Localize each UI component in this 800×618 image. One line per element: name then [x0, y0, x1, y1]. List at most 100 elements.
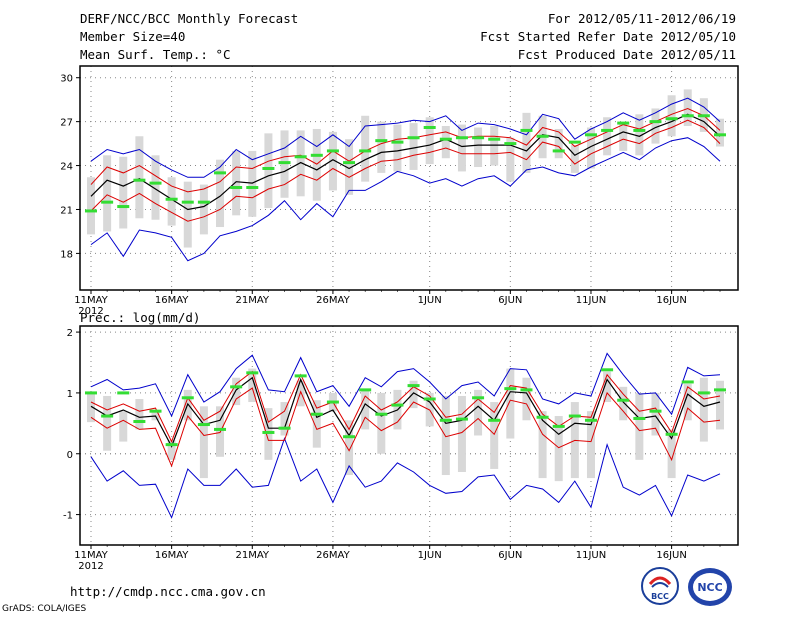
obs-marker: [197, 200, 210, 204]
obs-marker: [665, 117, 678, 121]
spread-bar: [716, 118, 724, 147]
spread-bar: [151, 409, 160, 421]
p25-line: [90, 119, 721, 222]
spread-bar: [167, 440, 176, 460]
spread-bar: [312, 400, 321, 448]
obs-marker: [85, 209, 97, 213]
obs-marker: [520, 388, 533, 392]
x-tick-label: 26MAY: [316, 550, 350, 561]
x-tick-label: 6JUN: [498, 295, 522, 306]
spread-bar: [87, 177, 95, 235]
spread-bar: [312, 128, 321, 201]
obs-marker: [391, 403, 404, 407]
max-line: [90, 352, 721, 418]
spread-bar: [103, 395, 112, 451]
x-tick-label: 1JUN: [418, 295, 442, 306]
obs-marker: [617, 121, 630, 125]
obs-marker: [375, 139, 388, 143]
spread-bar: [538, 411, 547, 479]
spread-bar: [554, 128, 563, 159]
obs-marker: [262, 166, 275, 170]
p75-line: [90, 107, 721, 193]
obs-marker: [601, 368, 614, 372]
obs-marker: [343, 161, 356, 165]
obs-marker: [552, 149, 565, 153]
obs-marker: [488, 137, 501, 141]
spread-bar: [296, 130, 305, 197]
x-tick-label: 16JUN: [656, 550, 686, 561]
plot-frame: [79, 65, 739, 291]
spread-bar: [409, 123, 418, 170]
spread-bar: [296, 380, 305, 407]
spread-bar: [651, 108, 660, 144]
spread-bar: [361, 115, 370, 182]
obs-marker: [149, 181, 162, 185]
obs-marker: [617, 398, 630, 402]
obs-marker: [133, 420, 146, 424]
obs-marker: [246, 371, 259, 375]
obs-marker: [633, 416, 646, 420]
obs-marker: [294, 155, 307, 159]
obs-marker: [552, 424, 565, 428]
min-line: [90, 137, 721, 262]
source-url[interactable]: http://cmdp.ncc.cma.gov.cn: [70, 584, 266, 599]
spread-bar: [280, 402, 289, 436]
obs-marker: [294, 374, 307, 378]
y-tick-label: 0: [67, 450, 73, 461]
spread-bar: [603, 371, 612, 403]
x-tick-label: 1JUN: [418, 550, 442, 561]
obs-marker: [391, 140, 404, 144]
y-tick-label: 21: [60, 205, 73, 216]
y-tick-label: 24: [60, 162, 73, 173]
obs-marker: [149, 409, 162, 413]
x-tick-label: 21MAY: [236, 550, 270, 561]
obs-marker: [439, 418, 452, 422]
spread-bar: [328, 131, 337, 191]
spread-bar: [490, 402, 499, 469]
obs-marker: [665, 432, 678, 436]
spread-bar: [441, 126, 450, 159]
spread-bar: [119, 156, 128, 229]
spread-bar: [232, 377, 241, 406]
obs-marker: [326, 400, 339, 404]
spread-bar: [103, 155, 112, 232]
variable-label: Mean Surf. Temp.: °C: [80, 47, 231, 62]
spread-bar: [216, 159, 225, 228]
max-line: [90, 97, 721, 178]
spread-bar: [699, 377, 708, 442]
obs-marker: [262, 430, 275, 434]
x-tick-label: 11MAY: [74, 550, 108, 561]
obs-marker: [697, 114, 710, 118]
obs-marker: [439, 137, 452, 141]
obs-marker: [375, 412, 388, 416]
obs-marker: [197, 423, 210, 427]
spread-bar: [635, 392, 644, 460]
obs-marker: [584, 133, 597, 137]
obs-marker: [101, 200, 114, 204]
spread-bar: [554, 416, 563, 482]
ncc-logo: NCC: [686, 566, 734, 608]
obs-marker: [278, 161, 291, 165]
spread-bar: [586, 127, 595, 169]
obs-marker: [85, 391, 97, 395]
spread-bar: [409, 380, 418, 409]
obs-marker: [407, 384, 420, 388]
spread-bar: [441, 395, 450, 476]
obs-marker: [423, 125, 436, 129]
obs-marker: [536, 134, 549, 138]
obs-marker: [343, 435, 356, 439]
spread-bar: [377, 392, 386, 454]
obs-marker: [310, 412, 323, 416]
spread-bar: [490, 126, 499, 166]
y-tick-label: 27: [60, 118, 73, 129]
obs-marker: [214, 427, 227, 431]
spread-bar: [683, 89, 692, 127]
spread-bar: [586, 411, 595, 479]
spread-bar: [474, 389, 483, 436]
obs-marker: [455, 136, 468, 140]
spread-bar: [183, 181, 192, 248]
spread-bar: [377, 121, 386, 173]
